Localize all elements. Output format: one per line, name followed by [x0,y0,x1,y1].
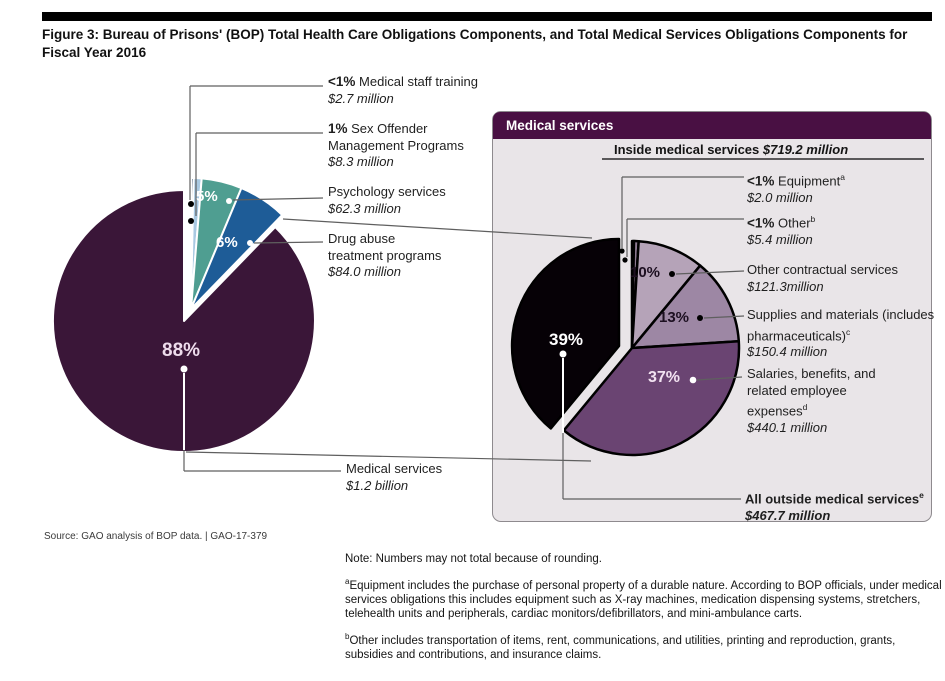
slice-amount: $5.4 million [747,231,813,247]
slice-amount: $467.7 million [745,507,831,523]
label-medical-services: Medical services $1.2 billion [346,461,506,494]
slice-label: Salaries, benefits, and related employee… [747,366,876,419]
label-equipment: <1% Equipmenta $2.0 million [747,169,937,206]
slice-label: Medical staff training [359,74,479,89]
slice-amount: $84.0 million [328,264,401,279]
gray-callout-lines [183,85,745,500]
footnote-marker: a [345,577,350,586]
slice-label: Drug abuse treatment programs [328,231,442,263]
label-sex-offender-programs: 1% Sex Offender Management Programs $8.3… [328,121,498,171]
label-psychology-services: Psychology services $62.3 million [328,184,508,217]
label-salaries-benefits: Salaries, benefits, and related employee… [747,366,902,436]
slice-label: Equipment [778,173,841,189]
pct-drug-abuse: 6% [216,234,238,251]
slice-amount: $121.3million [747,278,824,294]
footnote-text: Other includes transportation of items, … [345,634,896,661]
slice-amount: $440.1 million [747,419,828,435]
source-line: Source: GAO analysis of BOP data. | GAO-… [44,531,268,542]
rounding-note: Note: Numbers may not total because of r… [345,553,602,565]
label-other-contractual: Other contractual services $121.3million [747,262,937,295]
footnote-text: Equipment includes the purchase of perso… [345,579,942,620]
slice-label: All outside medical services [745,491,920,507]
black-callout-dots [188,201,703,321]
pie-slice-supplies-and-materials-includes-pharmaceuticals [630,264,741,350]
pct-outside: 39% [549,330,584,349]
slice-amount: $8.3 million [328,154,394,169]
panel-title: Medical services [493,112,931,139]
footnote-a: aEquipment includes the purchase of pers… [345,575,942,621]
footnote-marker: e [919,490,924,500]
pie-slice-medical-services [51,189,316,453]
slice-amount: $2.0 million [747,189,813,205]
footnote-marker: b [345,631,350,641]
label-outside-medical-services: All outside medical servicese $467.7 mil… [745,487,940,524]
pct-label: 1% [328,121,348,136]
total-obligations-pie [51,176,316,453]
pct-label: <1% [747,215,775,231]
pct-label: <1% [328,74,356,89]
slice-label: Medical services [346,461,443,476]
inside-medical-services-header: Inside medical services $719.2 million [614,142,848,157]
slice-amount: $2.7 million [328,90,394,106]
figure-title: Figure 3: Bureau of Prisons' (BOP) Total… [42,27,908,60]
pct-supplies: 13% [659,309,690,326]
label-medical-staff-training: <1% Medical staff training $2.7 million [328,74,508,107]
inside-amount: $719.2 million [762,142,849,157]
medical-services-pie [510,237,741,457]
pie-slice-salaries-benefits-and-related-employee-expenses [562,340,741,457]
slice-label: Other contractual services [747,262,899,277]
slice-label: Other [778,215,811,231]
pct-label: <1% [747,173,775,189]
footnote-marker: d [802,402,808,412]
top-divider-bar [42,12,932,21]
slice-amount: $62.3 million [328,200,401,216]
pct-medical-services: 88% [162,340,201,361]
pct-other-contractual: 10% [630,264,661,281]
white-callout-lines [183,358,564,450]
slice-label: Psychology services [328,184,446,199]
pct-psychology: 5% [196,188,218,205]
pct-salaries: 37% [648,369,681,386]
footnote-marker: c [846,326,851,337]
label-supplies-materials: Supplies and materials (includes pharmac… [747,307,937,361]
footnote-marker: a [840,172,845,182]
inside-label: Inside medical services [614,142,760,157]
slice-label: Supplies and materials (includes pharmac… [747,307,935,343]
white-callout-dots [180,198,697,384]
slice-amount: $150.4 million [747,344,828,360]
slice-amount: $1.2 billion [346,477,409,493]
footnote-b: bOther includes transportation of items,… [345,630,942,662]
label-drug-abuse-programs: Drug abuse treatment programs $84.0 mill… [328,231,453,281]
pie-slice-all-outside-medical-services [510,237,621,430]
label-other: <1% Otherb $5.4 million [747,211,937,248]
footnote-marker: b [810,214,816,224]
notes-block: Note: Numbers may not total because of r… [345,552,942,671]
slice-label: Sex Offender Management Programs [328,121,464,153]
